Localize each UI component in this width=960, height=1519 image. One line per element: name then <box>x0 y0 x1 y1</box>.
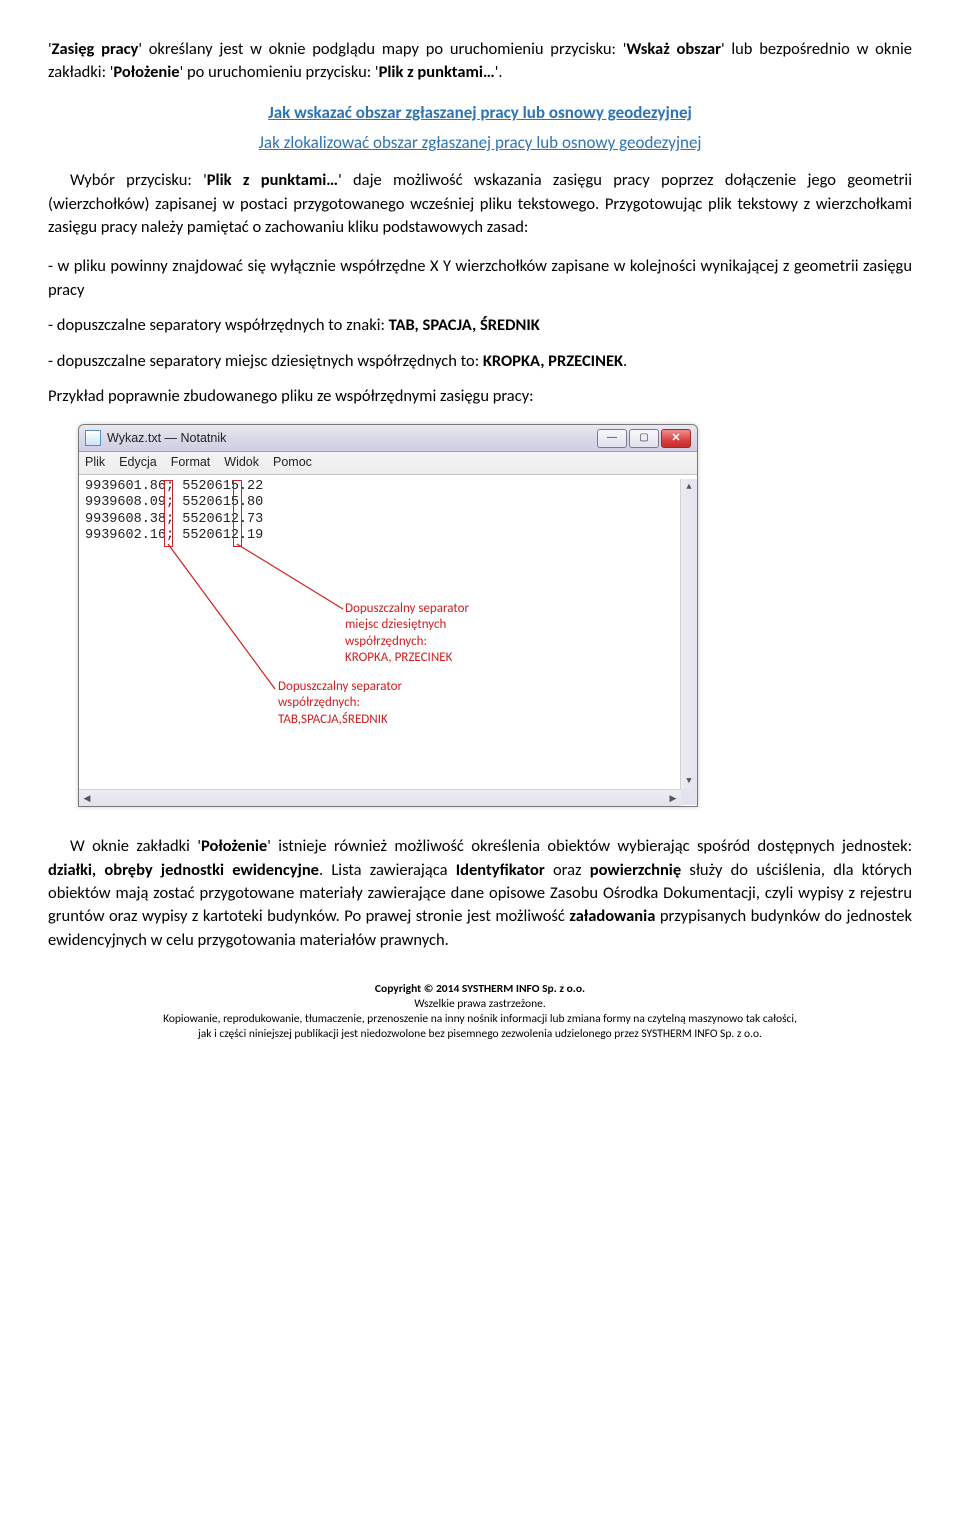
text: . Lista zawierająca <box>319 860 456 880</box>
term-dzialki: działki, obręby <box>48 860 153 880</box>
bullet-3: - dopuszczalne separatory miejsc dziesię… <box>48 350 912 373</box>
text: '. <box>495 62 503 82</box>
window-title: Wykaz.txt — Notatnik <box>107 430 226 448</box>
text: . <box>623 351 627 371</box>
text: ' istnieje również możliwość określenia … <box>267 836 912 856</box>
scroll-right-icon[interactable]: ▶ <box>665 790 681 806</box>
text: ' określany jest w oknie podglądu mapy p… <box>138 39 626 59</box>
link-jak-wskazac[interactable]: Jak wskazać obszar zgłaszanej pracy lub … <box>48 101 912 125</box>
text <box>153 860 161 880</box>
text: - dopuszczalne separatory współrzędnych … <box>48 315 389 335</box>
menubar: Plik Edycja Format Widok Pomoc <box>79 452 697 475</box>
bullet-2: - dopuszczalne separatory współrzędnych … <box>48 314 912 337</box>
paragraph-4: W oknie zakładki 'Położenie' istnieje ró… <box>48 835 912 952</box>
menu-plik[interactable]: Plik <box>85 454 105 472</box>
paragraph-1: 'Zasięg pracy' określany jest w oknie po… <box>48 38 912 85</box>
paragraph-2: Wybór przycisku: 'Plik z punktami…' daje… <box>48 169 912 239</box>
footer-notice-2: jak i części niniejszej publikacji jest … <box>48 1027 912 1042</box>
file-line: 9939601.86; 5520615.22 <box>85 479 680 495</box>
footer-notice-1: Kopiowanie, reprodukowanie, tłumaczenie,… <box>48 1012 912 1027</box>
menu-edycja[interactable]: Edycja <box>119 454 157 472</box>
term-kropka: KROPKA, PRZECINEK <box>483 351 623 371</box>
scrollbar-vertical[interactable]: ▲ ▼ <box>680 479 697 789</box>
paragraph-3: Przykład poprawnie zbudowanego pliku ze … <box>48 385 912 408</box>
term-taby: TAB, SPACJA, ŚREDNIK <box>389 315 540 335</box>
term-powierzchnia: powierzchnię <box>590 860 681 880</box>
term-plik-z-punktami: Plik z punktami… <box>379 62 495 82</box>
minimize-button[interactable]: — <box>597 429 627 448</box>
term-polozenie-2: Położenie <box>201 836 267 856</box>
term-zasieg-pracy: Zasięg pracy <box>52 39 139 59</box>
term-polozenie: Położenie <box>113 62 179 82</box>
maximize-button[interactable]: ▢ <box>629 429 659 448</box>
file-line: 9939608.09; 5520615.80 <box>85 495 680 511</box>
term-wskaz-obszar: Wskaż obszar <box>626 39 721 59</box>
term-jednostki: jednostki ewidencyjne <box>161 860 319 880</box>
titlebar: Wykaz.txt — Notatnik — ▢ ✕ <box>79 425 697 452</box>
scrollbar-horizontal[interactable]: ◀ ▶ <box>79 789 681 806</box>
scroll-up-icon[interactable]: ▲ <box>681 479 697 495</box>
text: W oknie zakładki ' <box>70 836 201 856</box>
file-line: 9939608.38; 5520612.73 <box>85 512 680 528</box>
highlight-box-decimal <box>233 480 242 547</box>
scroll-down-icon[interactable]: ▼ <box>681 773 697 789</box>
file-line: 9939602.16; 5520612.19 <box>85 528 680 544</box>
footer: Copyright © 2014 SYSTHERM INFO Sp. z o.o… <box>48 982 912 1042</box>
footer-copyright: Copyright © 2014 SYSTHERM INFO Sp. z o.o… <box>48 982 912 997</box>
bullet-1: - w pliku powinny znajdować się wyłączni… <box>48 255 912 302</box>
annotation-separator: Dopuszczalny separatorwspółrzędnych:TAB,… <box>278 679 402 728</box>
notepad-icon <box>85 430 101 446</box>
resize-grip[interactable] <box>681 789 697 805</box>
term-zaladowania: załadowania <box>569 906 655 926</box>
link-jak-zlokalizowac[interactable]: Jak zlokalizować obszar zgłaszanej pracy… <box>48 131 912 155</box>
text: oraz <box>545 860 590 880</box>
text: - dopuszczalne separatory miejsc dziesię… <box>48 351 483 371</box>
menu-widok[interactable]: Widok <box>224 454 259 472</box>
close-button[interactable]: ✕ <box>661 429 691 448</box>
highlight-box-semicolon <box>164 480 173 547</box>
notepad-window: Wykaz.txt — Notatnik — ▢ ✕ Plik Edycja F… <box>78 424 698 807</box>
text: Wybór przycisku: ' <box>70 170 207 190</box>
annotation-decimal: Dopuszczalny separatormiejsc dziesiętnyc… <box>345 601 469 666</box>
text: ' po uruchomieniu przycisku: ' <box>180 62 379 82</box>
notepad-body: 9939601.86; 5520615.22 9939608.09; 55206… <box>79 475 697 789</box>
scroll-left-icon[interactable]: ◀ <box>79 790 95 806</box>
menu-format[interactable]: Format <box>171 454 211 472</box>
term-plik-z-punktami-2: Plik z punktami… <box>207 170 338 190</box>
footer-rights: Wszelkie prawa zastrzeżone. <box>48 997 912 1012</box>
menu-pomoc[interactable]: Pomoc <box>273 454 312 472</box>
term-identyfikator: Identyfikator <box>456 860 545 880</box>
